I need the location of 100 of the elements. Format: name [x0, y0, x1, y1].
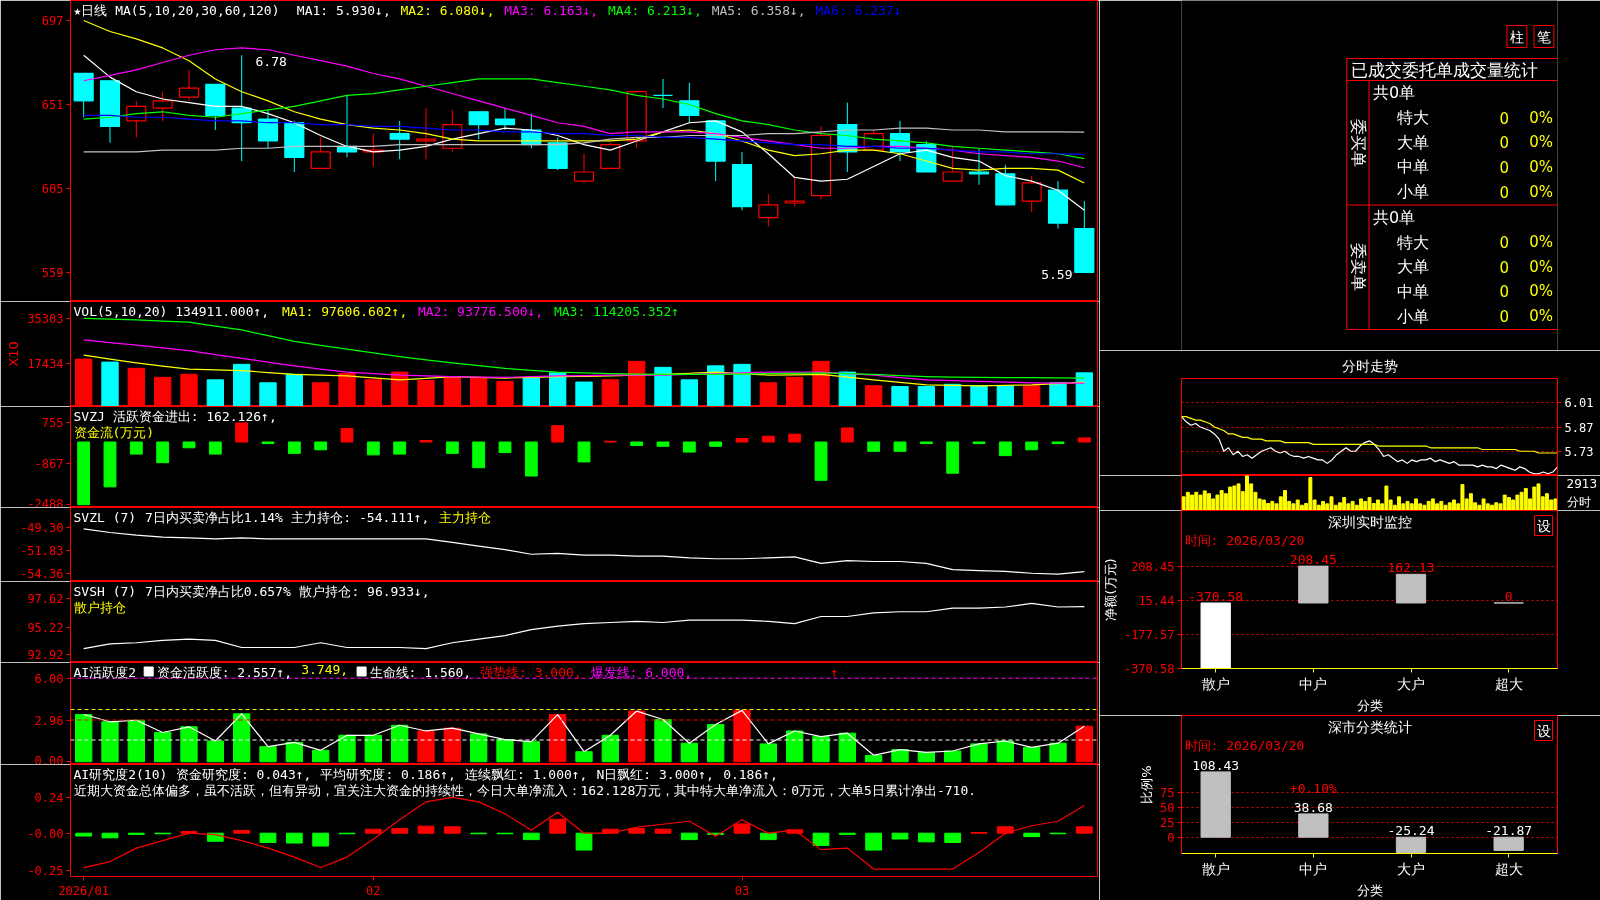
y-tick-label: 6.00: [34, 671, 64, 686]
bar: [682, 441, 696, 453]
text: 委买单: [1348, 118, 1368, 167]
candlestick: [152, 91, 173, 122]
bar: [391, 828, 409, 834]
text: MA1: 97606.602↑,: [282, 303, 408, 319]
y-tick-label: 5.73: [1564, 444, 1594, 459]
bar: [733, 823, 751, 834]
bar: [364, 734, 382, 763]
bar: [1502, 494, 1507, 510]
text: 已成交委托单成交量统计: [1350, 59, 1538, 80]
text: MA5: 6.358↓,: [711, 2, 806, 18]
bar: [1397, 496, 1402, 510]
x-tick-label: 中户: [1299, 860, 1328, 877]
bar: [103, 441, 117, 488]
bar: [101, 721, 119, 763]
text: 时间: 2026/03/20: [1184, 737, 1305, 753]
text: 0: [1499, 283, 1510, 302]
y-tick-label: 0: [1167, 830, 1175, 845]
bar: [1261, 499, 1266, 510]
bar: [840, 427, 854, 443]
bar: [812, 832, 830, 846]
bar: [77, 441, 91, 506]
y-tick-label: 2.96: [34, 714, 64, 729]
y-tick-label: 697: [41, 14, 64, 29]
text: 0%: [1529, 233, 1553, 251]
bar: [1236, 483, 1241, 510]
text: 委卖单: [1348, 243, 1368, 292]
bar: [1023, 746, 1041, 763]
annotation: +0.10%: [1289, 780, 1337, 796]
bar: [1245, 475, 1249, 510]
bar: [233, 829, 251, 834]
bar: [654, 828, 672, 834]
bar: [1270, 500, 1275, 510]
bar: [366, 441, 380, 456]
y-tick-label: 605: [41, 181, 64, 196]
bar: [601, 734, 619, 763]
candlestick: [257, 109, 279, 149]
text: MA2: 93776.500↓,: [417, 303, 544, 319]
candlestick: [389, 120, 410, 160]
line-series: [1181, 416, 1558, 475]
text: 共0单: [1372, 83, 1416, 102]
bar: [680, 379, 698, 406]
bar: [233, 363, 251, 406]
bar: [786, 730, 804, 763]
candlestick: [652, 78, 674, 109]
bar: [1481, 498, 1486, 510]
candlestick: [1021, 175, 1042, 213]
bar: [1283, 490, 1287, 510]
bar: [1190, 494, 1195, 510]
bar: [206, 379, 224, 406]
bar: [628, 828, 646, 834]
annotation: 7日内买卖净占比1.14%: [144, 509, 284, 525]
candlestick: [468, 111, 489, 140]
x-tick-label: 散户: [1201, 860, 1230, 877]
bar: [1049, 742, 1067, 763]
line-series: [1181, 416, 1558, 454]
text: 2913: [1566, 477, 1598, 492]
text: MA1: 5.930↓,: [296, 2, 391, 18]
y-tick-label: 0.24: [34, 790, 64, 805]
bar: [838, 371, 856, 406]
bar: [1422, 504, 1427, 510]
text: 0: [1499, 183, 1510, 202]
bar: [1523, 487, 1528, 510]
bar: [470, 733, 488, 763]
candlestick: [178, 69, 200, 102]
bar: [575, 751, 593, 763]
y-tick-label: 17434: [27, 356, 64, 371]
bar: [1413, 498, 1418, 510]
bar: [946, 441, 960, 474]
x-tick-label: 中户: [1299, 675, 1328, 692]
text: 大单: [1397, 257, 1430, 277]
bar: [1194, 491, 1199, 510]
bar: [259, 832, 277, 843]
bar: [1342, 497, 1347, 510]
bar: [1228, 486, 1233, 510]
chart-subtitle: 主力持仓: [439, 509, 491, 525]
bar: [759, 832, 777, 841]
candlestick: [310, 136, 331, 169]
candlestick: [784, 176, 805, 208]
bar: [1443, 504, 1448, 510]
bar: [285, 832, 303, 844]
text: 0%: [1529, 307, 1553, 326]
y-tick-label: 651: [41, 97, 64, 112]
bar: [338, 734, 356, 763]
bar: [944, 383, 962, 406]
bar: [917, 386, 935, 406]
bar: [1023, 832, 1041, 838]
bar: [1181, 496, 1186, 510]
chart-title: ★日线 MA(5,10,20,30,60,120): [73, 2, 280, 18]
bar: [865, 832, 883, 851]
bar: [285, 741, 303, 763]
bar: [1494, 502, 1499, 510]
bar: [1532, 486, 1537, 510]
line-series: [83, 317, 1085, 379]
series-label: 主力持仓: -54.111↑,: [291, 509, 430, 525]
bar: [996, 826, 1014, 834]
text: 0: [1499, 308, 1510, 327]
bar: [707, 724, 725, 763]
y-tick-label: 95.22: [27, 620, 64, 635]
